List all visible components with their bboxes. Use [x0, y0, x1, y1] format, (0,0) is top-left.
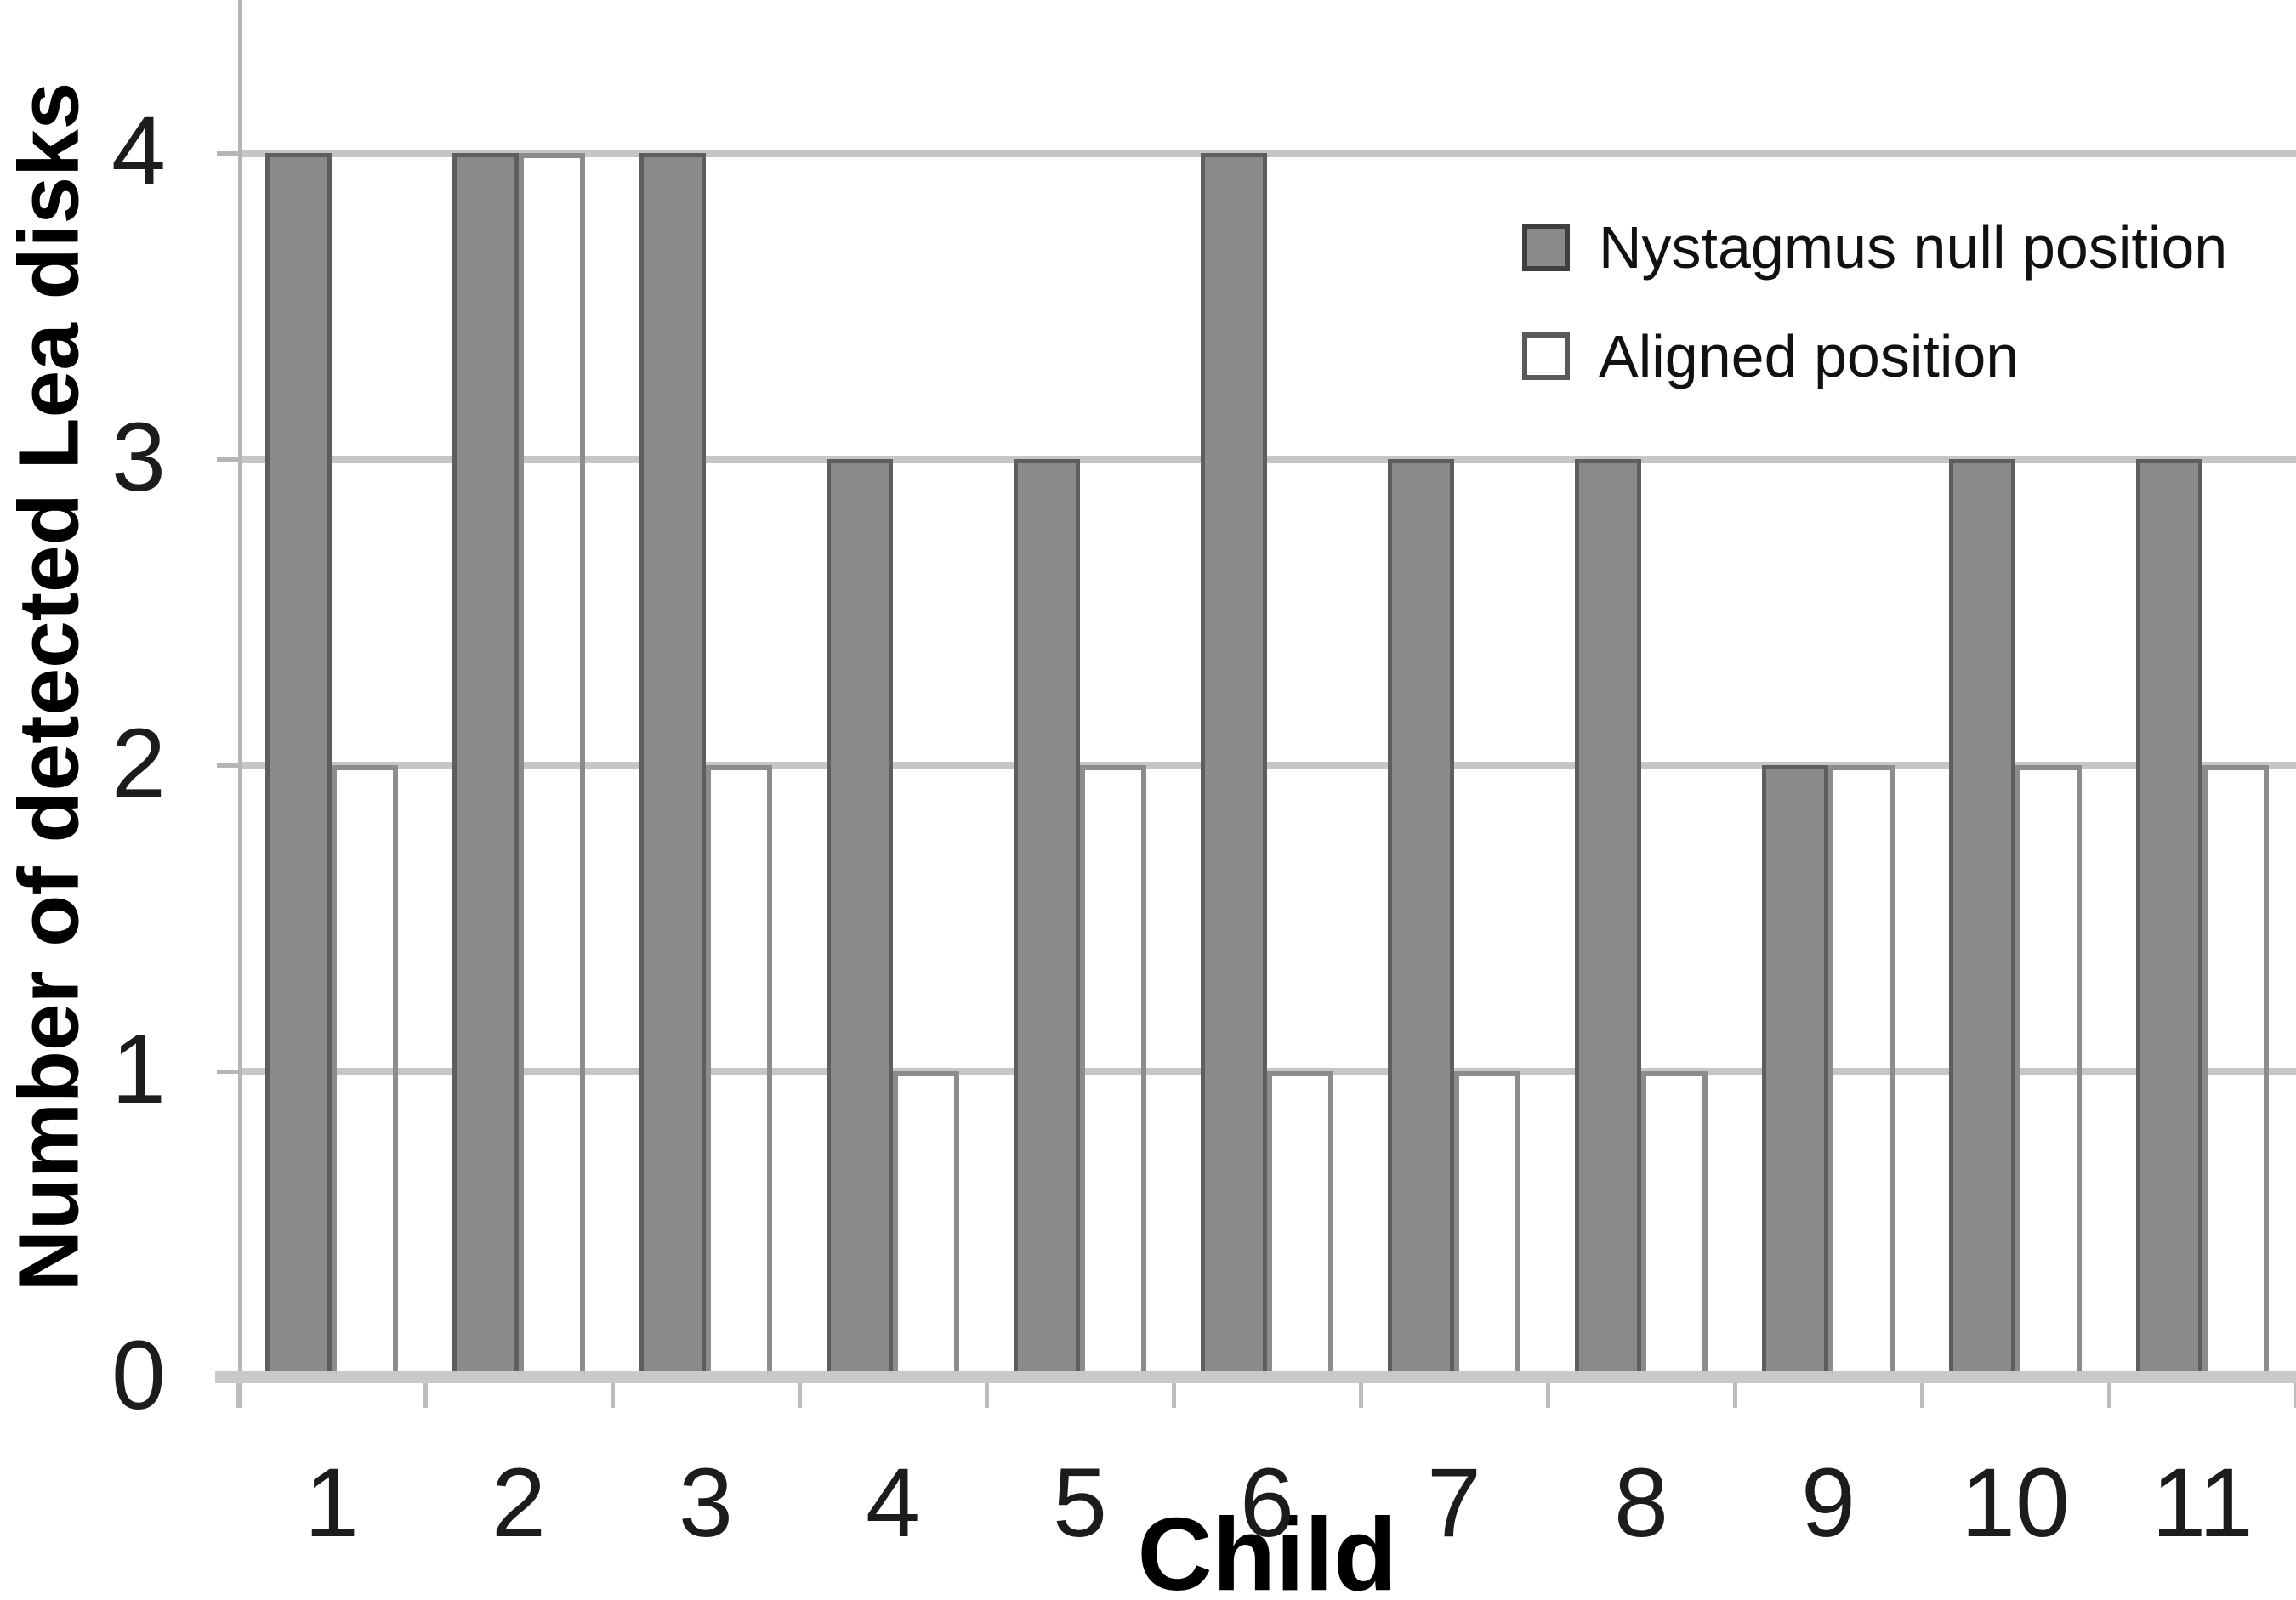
x-tick-label-4: 4: [866, 1449, 920, 1557]
y-tick-label-0: 0: [111, 1321, 166, 1430]
x-axis-tick-5: [1172, 1377, 1176, 1408]
x-axis-tick-3: [798, 1377, 802, 1408]
x-axis-tick-4: [985, 1377, 989, 1408]
x-tick-label-5: 5: [1053, 1449, 1107, 1557]
x-tick-label-10: 10: [1961, 1449, 2070, 1557]
x-axis-tick-7: [1546, 1377, 1550, 1408]
bar-null-child-5: [1014, 459, 1080, 1377]
bar-null-child-7: [1388, 459, 1454, 1377]
x-axis-tick-6: [1359, 1377, 1363, 1408]
bar-null-child-1: [265, 153, 332, 1377]
x-axis-tick-1: [423, 1377, 428, 1408]
x-axis-tick-10: [2107, 1377, 2111, 1408]
x-tick-label-3: 3: [679, 1449, 733, 1557]
gridline-y-4: [238, 150, 2296, 157]
filled-square-swatch-icon: [1522, 224, 1570, 271]
y-tick-label-3: 3: [111, 403, 166, 512]
bar-aligned-child-8: [1641, 1071, 1708, 1377]
legend-label: Aligned position: [1599, 323, 2020, 389]
bar-aligned-child-5: [1080, 765, 1146, 1377]
x-axis-tick-8: [1733, 1377, 1737, 1408]
x-axis-tick-11: [2294, 1377, 2296, 1408]
bar-aligned-child-4: [893, 1071, 959, 1377]
open-square-swatch-icon: [1522, 332, 1570, 380]
legend-label: Nystagmus null position: [1599, 214, 2228, 281]
bar-aligned-child-1: [332, 765, 398, 1377]
legend-item-null-position: Nystagmus null position: [1522, 201, 2227, 294]
bar-null-child-2: [452, 153, 519, 1377]
bar-null-child-10: [1949, 459, 2015, 1377]
x-axis-title: Child: [1137, 1496, 1397, 1600]
y-tick-label-1: 1: [111, 1015, 166, 1124]
bar-aligned-child-9: [1828, 765, 1895, 1377]
bar-aligned-child-3: [706, 765, 772, 1377]
bar-null-child-9: [1762, 765, 1828, 1377]
x-tick-label-1: 1: [304, 1449, 359, 1557]
bar-null-child-11: [2136, 459, 2202, 1377]
x-tick-label-2: 2: [492, 1449, 546, 1557]
y-axis-tick-2: [217, 763, 240, 768]
x-axis-tick-2: [611, 1377, 615, 1408]
y-axis-tick-4: [217, 151, 240, 156]
gridline-y-3: [238, 456, 2296, 463]
bar-aligned-child-7: [1454, 1071, 1520, 1377]
x-tick-label-11: 11: [2151, 1449, 2253, 1557]
bar-null-child-3: [639, 153, 706, 1377]
x-axis-baseline: [215, 1371, 2296, 1383]
legend-item-aligned-position: Aligned position: [1522, 309, 2227, 403]
gridline-y-2: [238, 762, 2296, 769]
bar-null-child-8: [1575, 459, 1641, 1377]
bar-aligned-child-10: [2015, 765, 2082, 1377]
y-tick-label-4: 4: [111, 97, 166, 206]
bar-null-child-4: [827, 459, 893, 1377]
bar-aligned-child-6: [1267, 1071, 1333, 1377]
x-tick-label-6: 6: [1240, 1449, 1294, 1557]
y-axis-line: [238, 0, 242, 1408]
x-tick-label-7: 7: [1427, 1449, 1481, 1557]
y-tick-label-2: 2: [111, 709, 166, 818]
bar-aligned-child-11: [2202, 765, 2269, 1377]
x-tick-label-9: 9: [1801, 1449, 1856, 1557]
x-axis-tick-9: [1920, 1377, 1924, 1408]
x-tick-label-8: 8: [1614, 1449, 1668, 1557]
plot-area: [238, 0, 2296, 1377]
y-axis-tick-3: [217, 457, 240, 462]
bar-null-child-6: [1201, 153, 1267, 1377]
legend: Nystagmus null position Aligned position: [1522, 201, 2227, 418]
y-axis-tick-1: [217, 1070, 240, 1074]
bar-aligned-child-2: [519, 153, 585, 1377]
x-axis-tick-0: [236, 1377, 241, 1408]
